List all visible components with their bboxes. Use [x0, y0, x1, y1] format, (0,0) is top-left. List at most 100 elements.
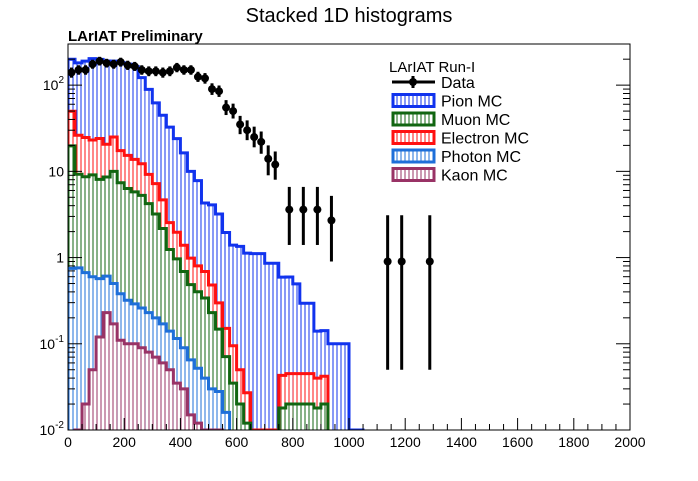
legend-entry: Muon MC	[391, 111, 510, 129]
x-tick-label: 400	[169, 434, 193, 450]
data-point	[250, 126, 259, 148]
histogram-bar	[264, 263, 272, 430]
histogram-bar	[222, 412, 230, 430]
x-tick-label: 200	[113, 434, 137, 450]
data-point	[193, 71, 202, 82]
data-point	[151, 66, 160, 77]
histogram-bar	[222, 356, 230, 430]
histogram-bar	[89, 369, 97, 430]
data-point	[186, 65, 195, 75]
data-point	[102, 58, 111, 68]
histogram-bar	[278, 277, 286, 430]
histogram-bar	[82, 272, 90, 430]
histogram-bar	[216, 430, 223, 470]
axes: 0 200 400 600 800 1000 1200 1400 1600 1800 2000 10-…	[40, 43, 646, 450]
histogram-bar	[75, 267, 83, 430]
data-point	[327, 195, 336, 262]
legend-title: LArIAT Run-I	[389, 59, 475, 76]
histogram-bar	[292, 373, 300, 430]
histogram-bar	[306, 404, 314, 430]
histogram-bar	[306, 373, 314, 430]
data-point	[222, 100, 231, 116]
histogram-bar	[292, 404, 300, 430]
histogram-bar	[201, 430, 208, 470]
histogram-outline	[68, 109, 330, 430]
data-point	[229, 103, 238, 119]
histogram-bar	[131, 343, 139, 430]
data-point	[74, 65, 83, 75]
histogram-bar	[96, 336, 104, 430]
histogram-bar	[229, 383, 237, 430]
legend-label: Electron MC	[441, 131, 529, 148]
x-tick-label: 1000	[333, 434, 364, 450]
legend-entry: Data	[392, 75, 475, 92]
histogram-bar	[243, 423, 251, 430]
histogram-bar	[278, 375, 286, 430]
x-tick-label: 2000	[614, 434, 645, 450]
histogram-bar	[117, 340, 125, 430]
legend-entry: Electron MC	[391, 130, 529, 148]
y-tick-label: 10	[48, 163, 64, 179]
histogram-outline	[68, 266, 232, 430]
histogram-bar	[208, 312, 216, 430]
histogram-bar	[187, 359, 195, 430]
histogram-bar	[334, 343, 342, 430]
histogram-bar	[187, 284, 195, 430]
data-point	[299, 186, 308, 245]
histogram-bar	[124, 343, 132, 430]
x-tick-label: 800	[281, 434, 305, 450]
histogram-bar	[201, 297, 209, 430]
data-point	[109, 59, 118, 69]
histogram-bar	[215, 329, 223, 430]
histogram-bar	[180, 388, 188, 430]
histogram-bar	[265, 430, 272, 470]
histogram-bar	[257, 253, 265, 430]
legend-label: Data	[441, 75, 475, 92]
x-tick-label: 1200	[390, 434, 421, 450]
series-kaon-mc	[73, 311, 225, 470]
data-point	[81, 65, 90, 75]
y-tick-label: 102	[43, 75, 65, 93]
histogram-bar	[299, 404, 307, 430]
histogram-bar	[243, 253, 251, 430]
histogram-bar	[278, 407, 286, 430]
histogram-bar	[341, 343, 349, 430]
histogram-bar	[236, 369, 244, 430]
y-tick-label: 10-2	[40, 420, 65, 438]
histogram-bar	[306, 303, 314, 430]
histogram-bar	[215, 391, 223, 430]
histogram-bar	[208, 388, 216, 430]
data-point	[425, 215, 434, 370]
legend-entry: Kaon MC	[391, 167, 508, 185]
data-point	[383, 215, 392, 370]
histogram-bar	[236, 404, 244, 430]
histogram-bar	[271, 263, 279, 430]
histogram-bar	[68, 268, 76, 430]
histogram-bar	[194, 291, 202, 430]
legend-entry: Photon MC	[391, 148, 521, 166]
histogram-bar	[313, 378, 321, 430]
histogram-bar	[285, 404, 293, 430]
chart-subtitle: LArIAT Preliminary	[68, 28, 203, 45]
histogram-bar	[173, 383, 181, 430]
data-point	[158, 67, 167, 78]
data-point	[95, 56, 104, 66]
histogram-bar	[75, 430, 82, 470]
histogram-bar	[145, 352, 153, 430]
data-point	[88, 59, 97, 69]
histogram-bar	[272, 430, 279, 470]
histogram-bar	[292, 283, 300, 430]
data-point	[257, 131, 266, 154]
data-point	[271, 151, 280, 180]
y-tick-label: 1	[56, 250, 64, 266]
histogram-bar	[187, 414, 195, 430]
histogram-outline	[73, 311, 225, 430]
stacked-histogram-bars	[68, 57, 365, 470]
histogram-bar	[159, 362, 167, 430]
y-tick-label: 10-1	[40, 334, 65, 352]
histogram-bar	[229, 245, 237, 430]
data-point	[179, 65, 188, 75]
legend-label: Photon MC	[441, 149, 521, 166]
histogram-bar	[299, 303, 307, 430]
